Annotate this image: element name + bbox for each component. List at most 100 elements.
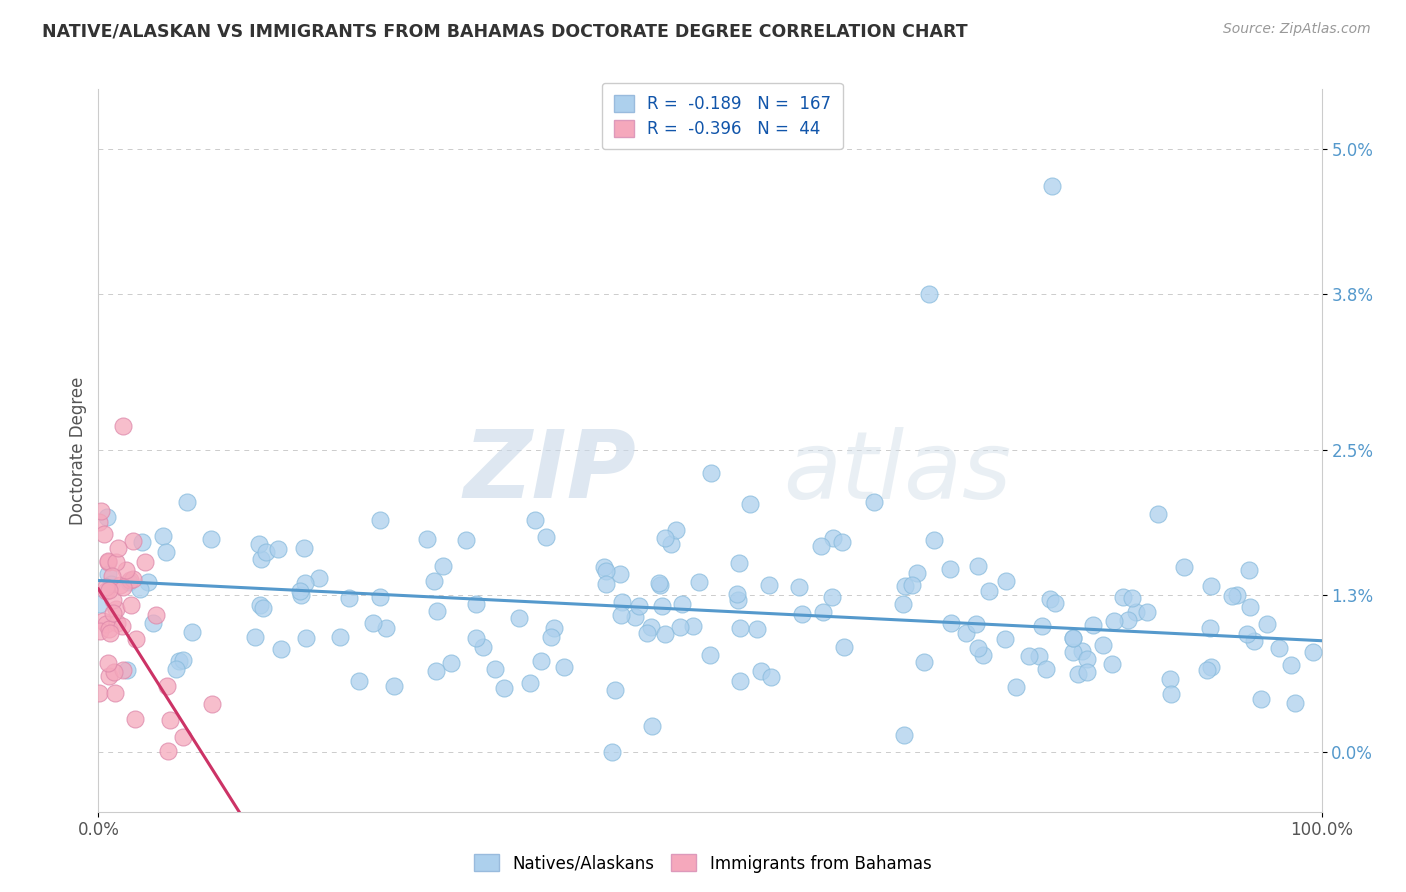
Point — [243, 630, 266, 644]
Point — [1005, 680, 1028, 694]
Point — [134, 556, 156, 570]
Point — [131, 534, 153, 549]
Point — [103, 665, 125, 679]
Point — [922, 533, 945, 548]
Point — [651, 599, 673, 614]
Point — [471, 640, 494, 655]
Point — [120, 574, 142, 588]
Point — [530, 654, 553, 668]
Point — [107, 541, 129, 555]
Y-axis label: Doctorate Degree: Doctorate Degree — [69, 376, 87, 524]
Point — [94, 617, 117, 632]
Point — [813, 605, 835, 619]
Point — [128, 582, 150, 597]
Point — [249, 598, 271, 612]
Point — [821, 590, 844, 604]
Point — [1239, 600, 1261, 615]
Point — [426, 603, 449, 617]
Legend: Natives/Alaskans, Immigrants from Bahamas: Natives/Alaskans, Immigrants from Bahama… — [468, 847, 938, 880]
Point — [790, 607, 813, 621]
Point — [1031, 619, 1053, 633]
Point — [167, 654, 190, 668]
Point — [1268, 640, 1291, 655]
Point — [609, 566, 631, 581]
Point — [254, 544, 277, 558]
Point — [893, 579, 915, 593]
Point — [610, 607, 633, 622]
Point — [100, 577, 122, 591]
Point — [1279, 657, 1302, 672]
Point — [142, 615, 165, 630]
Point — [1302, 645, 1324, 659]
Point — [891, 597, 914, 611]
Point — [912, 656, 935, 670]
Point — [1070, 644, 1092, 658]
Point — [1104, 614, 1126, 628]
Point — [93, 527, 115, 541]
Point — [382, 679, 405, 693]
Point — [648, 577, 671, 591]
Point — [288, 584, 311, 599]
Point — [122, 572, 145, 586]
Point — [432, 559, 454, 574]
Point — [180, 625, 202, 640]
Point — [534, 530, 557, 544]
Legend: R =  -0.189   N =  167, R =  -0.396   N =  44: R = -0.189 N = 167, R = -0.396 N = 44 — [602, 83, 842, 150]
Point — [112, 663, 135, 677]
Point — [831, 534, 853, 549]
Point — [1160, 687, 1182, 701]
Point — [96, 510, 118, 524]
Point — [727, 556, 749, 570]
Point — [967, 641, 990, 656]
Point — [725, 587, 748, 601]
Point — [519, 675, 541, 690]
Point — [361, 615, 384, 630]
Point — [994, 574, 1017, 588]
Point — [105, 555, 128, 569]
Point — [94, 584, 117, 599]
Point — [368, 513, 391, 527]
Point — [1256, 617, 1278, 632]
Point — [640, 620, 662, 634]
Point — [91, 614, 114, 628]
Point — [1018, 648, 1040, 663]
Point — [1035, 662, 1057, 676]
Point — [292, 541, 315, 556]
Point — [159, 713, 181, 727]
Point — [125, 632, 148, 647]
Point — [671, 597, 693, 611]
Point — [905, 566, 928, 580]
Point — [89, 686, 111, 700]
Point — [627, 599, 650, 614]
Point — [1147, 507, 1170, 521]
Point — [1091, 638, 1114, 652]
Point — [1226, 588, 1249, 602]
Point — [1199, 622, 1222, 636]
Point — [745, 622, 768, 636]
Point — [98, 626, 121, 640]
Point — [1076, 652, 1098, 666]
Point — [730, 621, 752, 635]
Text: atlas: atlas — [783, 426, 1012, 517]
Point — [172, 730, 194, 744]
Point — [111, 619, 134, 633]
Point — [1066, 667, 1088, 681]
Point — [965, 617, 987, 632]
Point — [832, 640, 855, 655]
Point — [648, 576, 671, 591]
Point — [111, 419, 134, 434]
Point — [492, 681, 515, 695]
Point — [96, 580, 118, 594]
Point — [955, 625, 977, 640]
Point — [337, 591, 360, 605]
Point — [759, 670, 782, 684]
Point — [115, 663, 138, 677]
Point — [308, 571, 330, 585]
Point — [270, 642, 292, 657]
Point — [810, 539, 832, 553]
Point — [1284, 696, 1306, 710]
Point — [727, 593, 749, 607]
Point — [1081, 617, 1104, 632]
Point — [290, 588, 312, 602]
Point — [1121, 591, 1143, 605]
